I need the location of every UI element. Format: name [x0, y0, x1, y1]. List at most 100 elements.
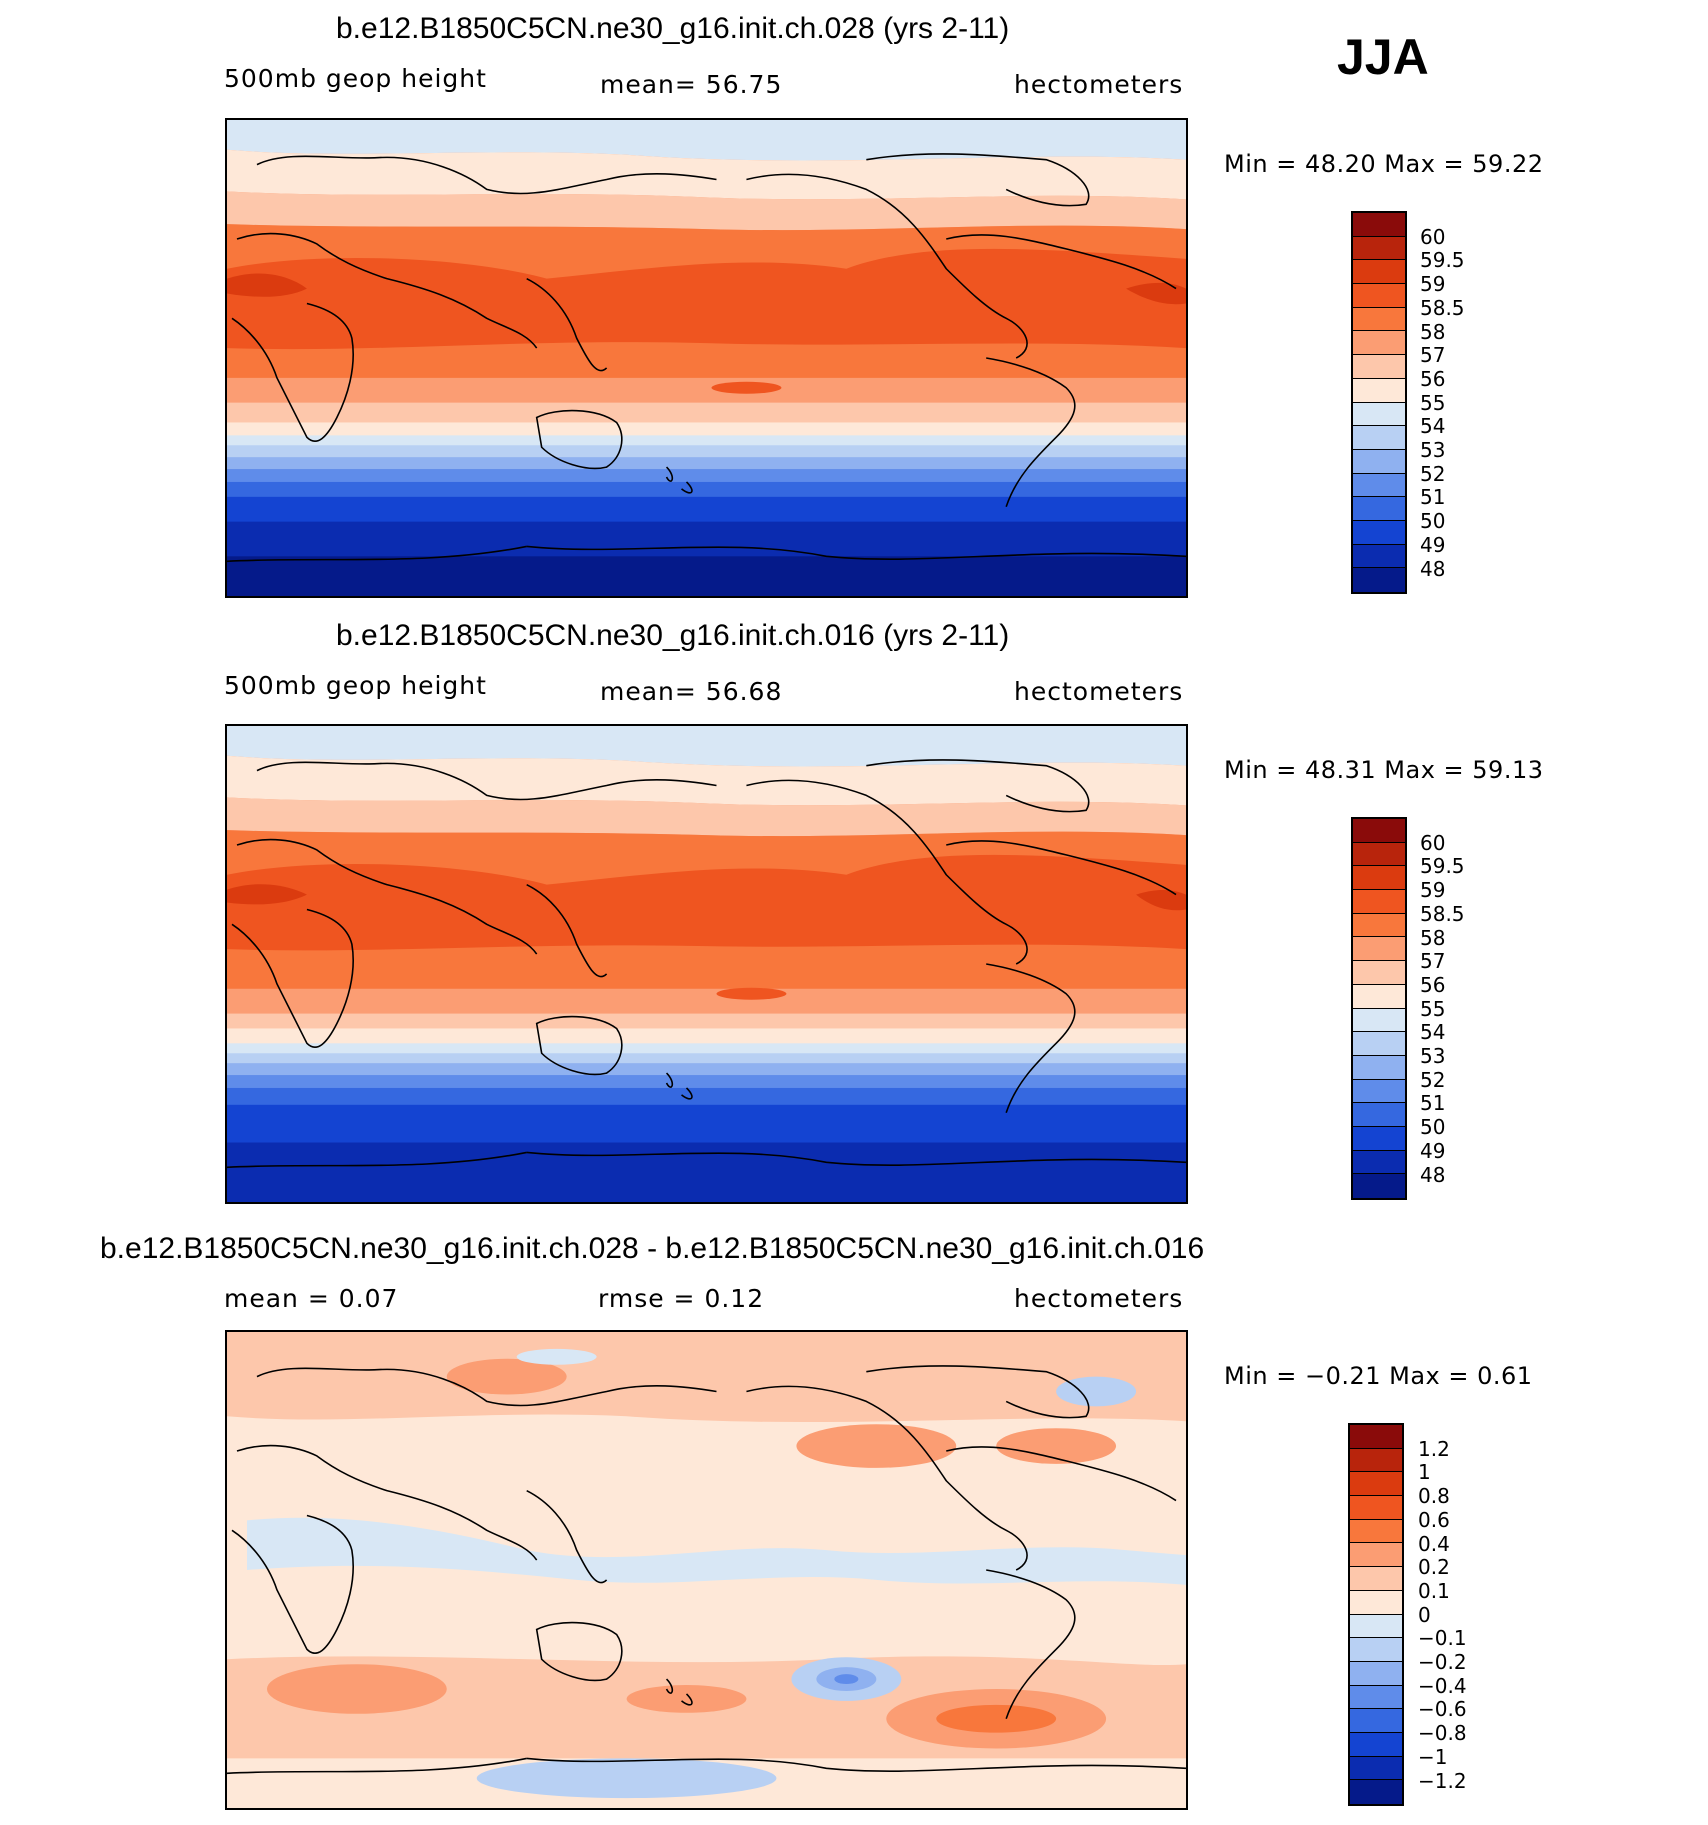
colorbar-segment	[1353, 378, 1405, 403]
colorbar-label: 56	[1420, 366, 1446, 391]
colorbar-label: 54	[1420, 414, 1446, 439]
panel3-map	[225, 1330, 1188, 1810]
colorbar-segment	[1353, 913, 1405, 938]
colorbar-segment	[1353, 1032, 1405, 1056]
colorbar-label: 1.2	[1418, 1436, 1450, 1461]
colorbar-segment	[1353, 473, 1405, 498]
panel2-map-svg	[227, 726, 1186, 1202]
panel3-colorbar	[1348, 1423, 1404, 1807]
colorbar-label: 52	[1420, 461, 1446, 486]
colorbar-label: 55	[1420, 996, 1446, 1021]
colorbar-label: 48	[1420, 556, 1446, 581]
colorbar-label: −1.2	[1418, 1768, 1467, 1793]
colorbar-segment	[1353, 449, 1405, 474]
colorbar-segment	[1350, 1496, 1402, 1520]
panel3-minmax: Min = −0.21 Max = 0.61	[1224, 1362, 1533, 1390]
panel3-title: b.e12.B1850C5CN.ne30_g16.init.ch.028 - b…	[100, 1232, 1205, 1265]
colorbar-segment	[1350, 1472, 1402, 1497]
colorbar-label: 0.8	[1418, 1484, 1450, 1509]
colorbar-label: 58.5	[1420, 901, 1465, 926]
colorbar-segment	[1353, 1103, 1405, 1127]
colorbar-segment	[1353, 842, 1405, 867]
colorbar-segment	[1350, 1519, 1402, 1544]
colorbar-segment	[1353, 260, 1405, 285]
colorbar-segment	[1353, 331, 1405, 356]
colorbar-label: 0.6	[1418, 1507, 1450, 1532]
colorbar-label: −0.8	[1418, 1721, 1467, 1746]
colorbar-segment	[1353, 819, 1405, 843]
colorbar-segment	[1353, 890, 1405, 914]
colorbar-segment	[1353, 984, 1405, 1009]
colorbar-label: 53	[1420, 438, 1446, 462]
panel2-units-label: hectometers	[1014, 677, 1184, 706]
panel3-mean-label: mean = 0.07	[224, 1284, 399, 1313]
panel2-colorbar	[1351, 817, 1407, 1201]
colorbar-segment	[1350, 1425, 1402, 1449]
colorbar-segment	[1353, 937, 1405, 962]
panel2-map	[225, 724, 1188, 1204]
colorbar-segment	[1353, 1079, 1405, 1104]
colorbar-segment	[1353, 568, 1405, 592]
colorbar-label: 58.5	[1420, 295, 1465, 320]
colorbar-label: 56	[1420, 972, 1446, 997]
colorbar-segment	[1353, 236, 1405, 261]
colorbar-label: −0.4	[1418, 1673, 1467, 1698]
panel1-minmax: Min = 48.20 Max = 59.22	[1224, 150, 1544, 178]
colorbar-label: 57	[1420, 949, 1446, 974]
colorbar-label: 49	[1420, 532, 1446, 557]
colorbar-label: 50	[1420, 1115, 1446, 1140]
colorbar-segment	[1350, 1709, 1402, 1733]
panel1-mean-label: mean= 56.75	[600, 70, 783, 99]
colorbar-segment	[1350, 1543, 1402, 1568]
colorbar-label: 52	[1420, 1067, 1446, 1092]
colorbar-label: 58	[1420, 925, 1446, 950]
colorbar-segment	[1353, 520, 1405, 545]
colorbar-label: 48	[1420, 1162, 1446, 1187]
panel2-minmax: Min = 48.31 Max = 59.13	[1224, 756, 1544, 784]
colorbar-segment	[1353, 961, 1405, 985]
colorbar-segment	[1353, 213, 1405, 237]
colorbar-segment	[1353, 426, 1405, 450]
panel1-units-label: hectometers	[1014, 70, 1184, 99]
colorbar-segment	[1353, 284, 1405, 308]
colorbar-segment	[1350, 1614, 1402, 1639]
colorbar-segment	[1353, 1055, 1405, 1080]
panel1-colorbar	[1351, 211, 1407, 595]
colorbar-label: −1	[1418, 1744, 1448, 1769]
colorbar-label: 60	[1420, 224, 1446, 249]
colorbar-label: 58	[1420, 319, 1446, 344]
panel1-title: b.e12.B1850C5CN.ne30_g16.init.ch.028 (yr…	[336, 12, 1010, 45]
colorbar-label: 51	[1420, 1091, 1446, 1116]
colorbar-label: 59.5	[1420, 854, 1465, 879]
colorbar-segment	[1353, 1008, 1405, 1033]
panel3-units-label: hectometers	[1014, 1284, 1184, 1313]
colorbar-segment	[1350, 1780, 1402, 1804]
colorbar-segment	[1350, 1732, 1402, 1757]
colorbar-segment	[1353, 402, 1405, 427]
colorbar-segment	[1353, 544, 1405, 569]
colorbar-label: 1	[1418, 1460, 1431, 1485]
colorbar-segment	[1353, 307, 1405, 332]
panel2-title: b.e12.B1850C5CN.ne30_g16.init.ch.016 (yr…	[336, 619, 1010, 652]
season-label: JJA	[1337, 29, 1429, 85]
colorbar-label: 0.4	[1418, 1531, 1450, 1556]
colorbar-label: 0.2	[1418, 1555, 1450, 1580]
colorbar-label: 51	[1420, 485, 1446, 510]
colorbar-segment	[1350, 1590, 1402, 1615]
panel2-variable-label: 500mb geop height	[224, 671, 487, 700]
colorbar-label: 57	[1420, 343, 1446, 368]
panel1-map	[225, 118, 1188, 598]
colorbar-segment	[1350, 1638, 1402, 1662]
colorbar-label: 59.5	[1420, 248, 1465, 273]
colorbar-segment	[1350, 1661, 1402, 1686]
colorbar-segment	[1353, 1174, 1405, 1198]
colorbar-label: 55	[1420, 390, 1446, 415]
colorbar-segment	[1350, 1756, 1402, 1781]
colorbar-label: 50	[1420, 509, 1446, 534]
colorbar-label: −0.2	[1418, 1650, 1467, 1674]
colorbar-label: 59	[1420, 878, 1446, 903]
colorbar-segment	[1350, 1567, 1402, 1591]
colorbar-segment	[1353, 355, 1405, 379]
colorbar-segment	[1353, 1150, 1405, 1175]
colorbar-segment	[1353, 866, 1405, 891]
